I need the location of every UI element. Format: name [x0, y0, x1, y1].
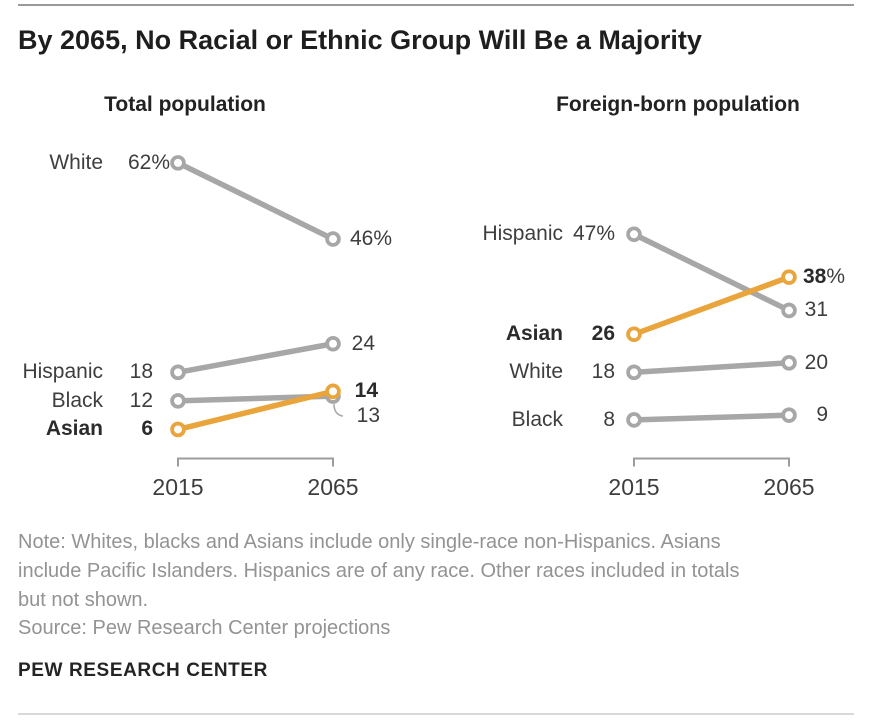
series-name-label-black: Black — [511, 407, 563, 431]
series-start-value-black: 8 — [603, 407, 615, 431]
series-start-value-asian: 6 — [141, 417, 153, 441]
source-text: Source: Pew Research Center projections — [18, 617, 391, 639]
point-start-white — [626, 364, 642, 381]
series-start-value-white: 18 — [591, 360, 615, 384]
series-end-value-white: 46% — [349, 227, 392, 251]
x-year-label-2065-right-panel: 2065 — [763, 474, 815, 500]
note-line-3: but not shown. — [18, 589, 149, 611]
slope-line-hispanic — [177, 341, 334, 376]
slope-line-asian — [633, 274, 790, 337]
slope-line-black — [633, 412, 790, 423]
point-start-white — [170, 155, 186, 171]
series-start-value-hispanic: 18 — [129, 360, 153, 384]
point-start-black — [626, 412, 642, 428]
point-start-asian — [626, 326, 642, 343]
point-end-hispanic — [325, 335, 341, 352]
slope-line-hispanic — [632, 231, 791, 313]
point-end-asian — [781, 269, 797, 285]
point-start-black — [170, 393, 186, 409]
series-end-value-black: 9 — [816, 403, 828, 427]
panel-title-foreign-born-population: Foreign-born population — [556, 93, 800, 116]
point-end-white — [325, 231, 341, 247]
x-year-label-2015-left-panel: 2015 — [152, 474, 204, 500]
x-axis-bracket — [177, 457, 334, 467]
point-end-black — [325, 388, 341, 404]
series-start-value-white: 62% — [127, 150, 170, 174]
series-name-label-hispanic: Hispanic — [22, 360, 103, 384]
point-start-hispanic — [170, 364, 186, 381]
point-end-white — [781, 354, 797, 371]
series-name-label-hispanic: Hispanic — [482, 222, 563, 246]
series-start-value-black: 12 — [129, 388, 153, 412]
series-end-value-asian: 14 — [354, 379, 378, 403]
point-end-asian — [325, 383, 341, 400]
series-end-value-asian: 38% — [802, 265, 845, 289]
series-start-value-hispanic: 47% — [572, 222, 615, 246]
panel-title-total-population: Total population — [104, 93, 266, 116]
series-start-value-asian: 26 — [591, 322, 615, 346]
x-year-label-2015-right-panel: 2015 — [608, 474, 660, 500]
series-end-value-hispanic: 31 — [804, 298, 828, 322]
note-text: Note: Whites, blacks and Asians include … — [18, 528, 739, 615]
point-end-black — [781, 407, 797, 423]
page-title: By 2065, No Racial or Ethnic Group Will … — [18, 25, 702, 55]
top-rule — [18, 4, 854, 6]
point-start-asian — [170, 421, 186, 438]
series-name-label-white: White — [509, 360, 563, 384]
note-line-1: Note: Whites, blacks and Asians include … — [18, 531, 721, 553]
series-name-label-white: White — [49, 150, 103, 174]
point-start-hispanic — [626, 226, 642, 243]
leader-line-black — [333, 404, 344, 417]
slope-line-white — [633, 360, 790, 376]
series-end-value-black: 13 — [356, 404, 380, 428]
bottom-rule — [18, 713, 854, 715]
series-name-label-asian: Asian — [45, 417, 103, 441]
brand-wordmark: PEW RESEARCH CENTER — [18, 660, 268, 681]
x-axis-bracket — [633, 457, 790, 467]
x-year-label-2065-left-panel: 2065 — [307, 474, 359, 500]
series-name-label-asian: Asian — [505, 322, 563, 346]
series-end-value-white: 20 — [804, 350, 828, 374]
note-line-2: include Pacific Islanders. Hispanics are… — [18, 560, 740, 582]
slope-line-black — [177, 393, 334, 404]
series-end-value-hispanic: 24 — [351, 331, 375, 355]
slope-line-white — [176, 160, 335, 242]
point-end-hispanic — [781, 302, 797, 319]
slope-line-asian — [177, 388, 334, 433]
series-name-label-black: Black — [51, 388, 103, 412]
